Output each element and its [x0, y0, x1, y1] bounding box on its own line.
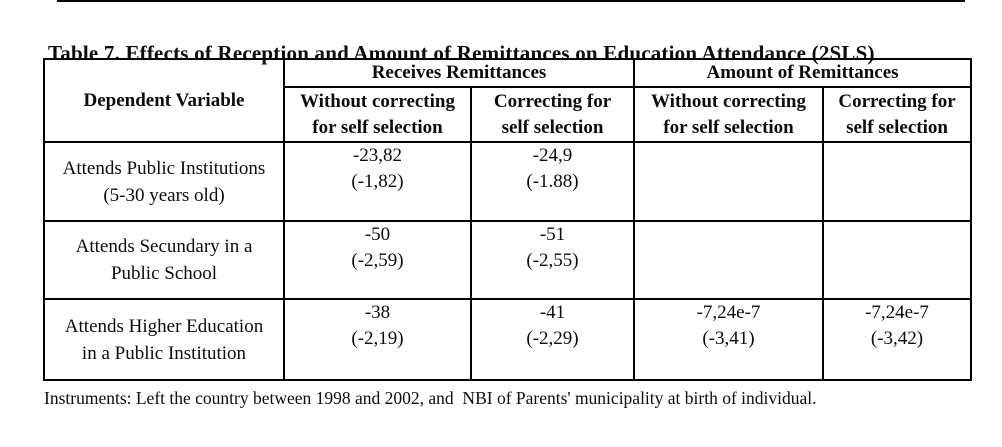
data-cell-empty [821, 220, 973, 300]
row-label-line: (5-30 years old) [103, 184, 225, 206]
sub-header-line: Without correcting [651, 90, 806, 112]
sub-header-amount-without-correcting: Without correcting for self selection [633, 86, 824, 143]
t-statistic-value: (-3,41) [702, 328, 755, 349]
group-header-amount-of-remittances: Amount of Remittances [632, 58, 973, 88]
table-row-attends-secundary: Attends Secundary in a Public School -50… [43, 220, 973, 300]
sub-header-amount-correcting: Correcting for self selection [821, 86, 973, 143]
data-cell: -51 (-2,55) [470, 220, 635, 300]
sub-header-line: self selection [501, 116, 604, 138]
sub-header-receives-correcting: Correcting for self selection [470, 86, 635, 143]
table-group-header-row: Dependent Variable Receives Remittances … [43, 58, 973, 143]
data-cell-empty [821, 141, 973, 222]
data-cell: -24,9 (-1.88) [470, 141, 635, 222]
data-cell: -50 (-2,59) [283, 220, 472, 300]
row-label: Attends Higher Education in a Public Ins… [43, 298, 285, 381]
data-cell: -38 (-2,19) [283, 298, 472, 381]
data-cell: -7,24e-7 (-3,42) [821, 298, 973, 381]
data-cell: -7,24e-7 (-3,41) [633, 298, 824, 381]
coefficient-value: -41 [539, 302, 566, 323]
row-label-line: Public School [110, 263, 218, 284]
top-page-rule [57, 0, 965, 2]
row-label-line: in a Public Institution [81, 342, 247, 364]
t-statistic-value: (-2,19) [351, 328, 404, 349]
data-cell: -41 (-2,29) [470, 298, 635, 381]
sub-header-line: Correcting for [838, 90, 956, 112]
row-label: Attends Public Institutions (5-30 years … [43, 141, 285, 222]
row-label-line: Attends Secundary in a [75, 236, 253, 257]
t-statistic-value: (-1.88) [526, 171, 579, 192]
data-cell-empty [633, 220, 824, 300]
results-table: Dependent Variable Receives Remittances … [43, 58, 973, 381]
coefficient-value: -50 [364, 224, 391, 245]
group-header-receives-remittances: Receives Remittances [283, 58, 635, 88]
table-row-attends-public-institutions: Attends Public Institutions (5-30 years … [43, 141, 973, 222]
t-statistic-value: (-1,82) [351, 171, 404, 192]
t-statistic-value: (-2,55) [526, 250, 579, 271]
coefficient-value: -23,82 [352, 145, 403, 166]
coefficient-value: -38 [364, 302, 391, 323]
data-cell: -23,82 (-1,82) [283, 141, 472, 222]
coefficient-value: -51 [539, 224, 566, 245]
sub-header-receives-without-correcting: Without correcting for self selection [283, 86, 472, 143]
t-statistic-value: (-2,59) [351, 250, 404, 271]
corner-header-dependent-variable: Dependent Variable [43, 58, 285, 143]
row-label: Attends Secundary in a Public School [43, 220, 285, 300]
table-row-attends-higher-education: Attends Higher Education in a Public Ins… [43, 298, 973, 381]
row-label-line: Attends Higher Education [64, 315, 264, 337]
coefficient-value: -7,24e-7 [696, 302, 761, 323]
coefficient-value: -24,9 [532, 145, 573, 166]
sub-header-line: Without correcting [300, 90, 455, 112]
t-statistic-value: (-2,29) [526, 328, 579, 349]
instruments-footnote: Instruments: Left the country between 19… [44, 388, 817, 408]
row-label-line: Attends Public Institutions [62, 157, 266, 179]
sub-header-line: self selection [846, 116, 948, 138]
data-cell-empty [633, 141, 824, 222]
sub-header-line: Correcting for [493, 90, 612, 112]
sub-header-line: for self selection [663, 116, 794, 138]
sub-header-line: for self selection [312, 116, 443, 138]
coefficient-value: -7,24e-7 [865, 302, 929, 323]
t-statistic-value: (-3,42) [870, 328, 924, 349]
table-sub-header-row: Without correcting for self selection Co… [44, 86, 973, 143]
